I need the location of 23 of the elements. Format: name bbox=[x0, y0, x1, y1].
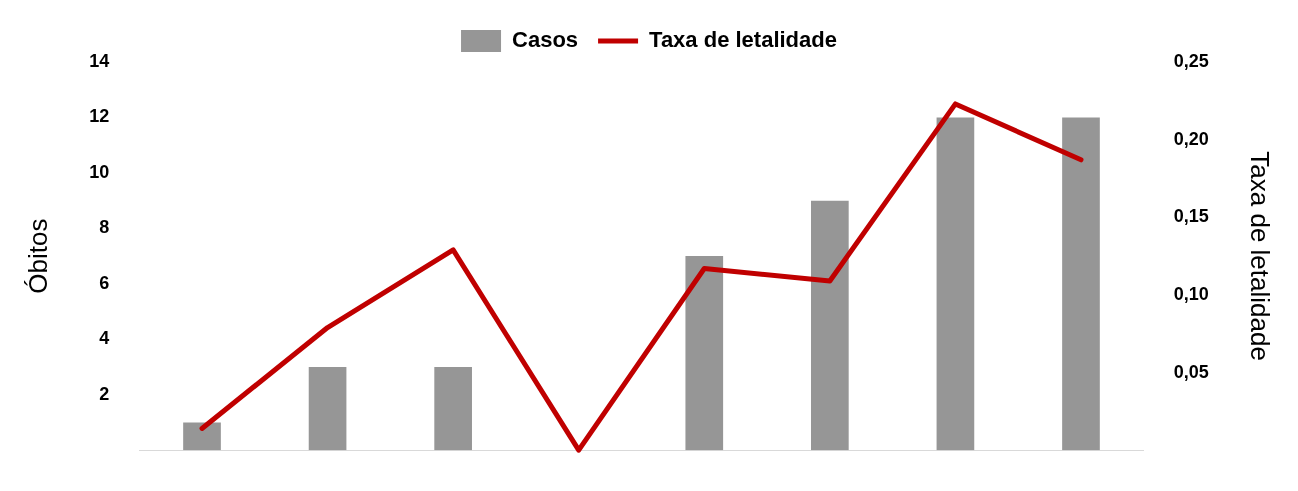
bar bbox=[1062, 117, 1100, 451]
y2-tick-label: 0,10 bbox=[1173, 283, 1209, 304]
y2-tick-label: 0,05 bbox=[1173, 361, 1209, 382]
bar bbox=[811, 200, 849, 451]
y2-tick-label: 0,20 bbox=[1173, 128, 1209, 149]
y-axis-title: Óbitos bbox=[22, 218, 53, 294]
legend-label: Casos bbox=[512, 27, 579, 53]
legend-label: Taxa de letalidade bbox=[649, 27, 837, 53]
bar bbox=[685, 256, 724, 451]
y-tick-label: 4 bbox=[99, 328, 110, 349]
y-tick-label: 14 bbox=[89, 50, 110, 71]
y2-tick-label: 0,15 bbox=[1173, 206, 1209, 227]
bar bbox=[308, 367, 347, 451]
y2-axis-title: Taxa de letalidade bbox=[1245, 151, 1276, 361]
y-tick-label: 8 bbox=[99, 217, 110, 238]
bar bbox=[183, 422, 221, 451]
y-tick-label: 12 bbox=[89, 106, 110, 127]
bar bbox=[434, 367, 472, 451]
y2-tick-label: 0,25 bbox=[1173, 50, 1209, 71]
y-tick-label: 2 bbox=[99, 383, 110, 404]
y-tick-label: 10 bbox=[89, 161, 110, 182]
bar bbox=[936, 117, 975, 451]
y-tick-label: 6 bbox=[99, 272, 110, 293]
